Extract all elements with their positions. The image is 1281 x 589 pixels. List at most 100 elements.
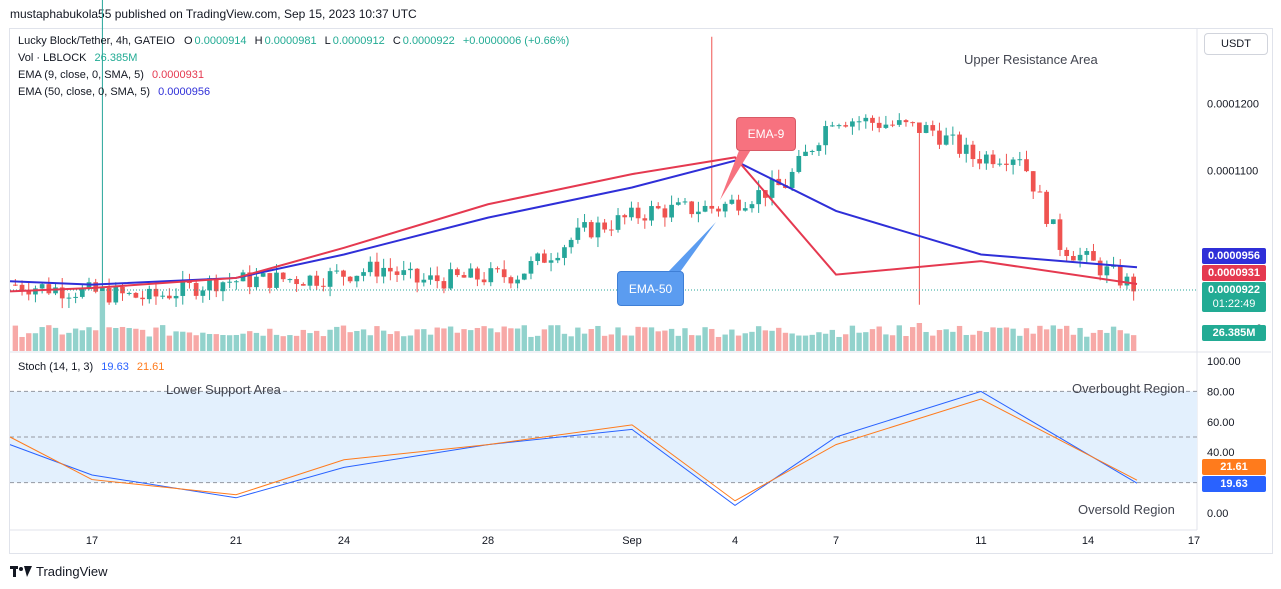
publish-line: mustaphabukola55 published on TradingVie… [10, 7, 417, 21]
volume-bar [32, 333, 39, 351]
candle-body [374, 261, 380, 277]
volume-bar [374, 326, 380, 351]
volume-bar [534, 335, 541, 351]
volume-bar [79, 330, 85, 351]
candle-body [809, 150, 815, 152]
candle-body [13, 284, 18, 286]
candle-body [615, 215, 621, 230]
volume-bar [601, 335, 608, 351]
volume-bar [802, 335, 809, 351]
volume-bar [521, 325, 527, 351]
stoch-tick-label: 40.00 [1207, 447, 1235, 459]
volume-bar [52, 327, 59, 351]
candle-body [923, 125, 929, 133]
candle-body [508, 277, 514, 284]
volume-bar [662, 330, 668, 351]
candle-body [1077, 254, 1083, 261]
candle-body [602, 222, 607, 230]
candle-body [562, 247, 567, 258]
volume-bar [956, 325, 963, 351]
candle-body [441, 281, 447, 289]
lower-support-label: Lower Support Area [166, 382, 281, 397]
ema50-callout-pointer [668, 222, 716, 272]
candle-body [448, 269, 453, 289]
currency-button[interactable]: USDT [1204, 33, 1268, 55]
footer-brand: TradingView [10, 564, 108, 579]
candle-body [321, 285, 326, 287]
candle-body [227, 281, 232, 283]
volume-bar [622, 335, 628, 351]
volume-bar [414, 329, 420, 351]
volume-bar [963, 334, 969, 351]
candle-body [381, 267, 386, 277]
candle-body [213, 278, 219, 292]
volume-price-tag: 26.385M [1202, 325, 1266, 341]
volume-bar [166, 335, 173, 351]
time-tick-label: 7 [833, 535, 839, 547]
volume-bar [829, 329, 835, 351]
volume-bar [427, 334, 434, 351]
candle-body [1004, 163, 1009, 165]
candle-body [1017, 159, 1023, 161]
candle-body [1050, 219, 1056, 224]
volume-bar [293, 335, 300, 351]
volume-bar [923, 331, 929, 351]
volume-bar [796, 335, 802, 351]
candle-body [555, 257, 561, 261]
volume-bar [642, 327, 648, 351]
stoch-tick-label: 80.00 [1207, 386, 1235, 398]
candle-body [495, 268, 500, 270]
volume-bar [347, 332, 353, 351]
candle-body [622, 215, 628, 218]
candle-body [454, 269, 460, 276]
volume-bar [153, 327, 159, 351]
volume-bar [354, 330, 360, 351]
ema9-callout-pointer [720, 148, 752, 200]
volume-bar [220, 335, 226, 351]
candle-body [1111, 265, 1116, 267]
countdown-timer: 01:22:49 [1212, 298, 1256, 310]
candle-body [769, 178, 775, 198]
volume-bar [260, 335, 266, 351]
candle-body [749, 204, 755, 209]
volume-bar [253, 332, 260, 351]
volume-bar [856, 332, 862, 351]
candle-body [140, 297, 145, 300]
candle-body [106, 287, 112, 303]
volume-bar [722, 334, 728, 351]
candle-body [883, 124, 889, 128]
candle-body [1024, 159, 1029, 172]
volume-bar [1010, 328, 1016, 351]
candle-body [675, 202, 681, 205]
candle-body [146, 288, 152, 300]
volume-bar [869, 329, 876, 351]
volume-bar [628, 335, 635, 351]
candle-body [568, 239, 574, 248]
volume-bar [159, 325, 166, 351]
candle-body [1044, 191, 1049, 224]
candle-body [501, 269, 507, 278]
volume-bar [789, 333, 795, 351]
volume-bar [755, 326, 762, 351]
volume-bar [742, 333, 748, 351]
footer-brand-name: TradingView [36, 564, 108, 579]
volume-bar [300, 329, 306, 351]
volume-bar [314, 330, 320, 351]
volume-bar [93, 330, 99, 351]
volume-bar [930, 335, 936, 351]
volume-bar [762, 330, 769, 351]
volume-bar [1077, 327, 1083, 351]
candle-body [943, 135, 949, 145]
candle-body [582, 222, 587, 228]
volume-bar [340, 325, 347, 351]
candle-body [1037, 191, 1043, 193]
volume-bar [200, 332, 206, 351]
volume-bar [936, 330, 943, 351]
candle-body [1104, 266, 1110, 276]
candle-body [608, 229, 614, 231]
candle-body [850, 121, 855, 127]
candle-body [173, 295, 179, 299]
candle-body [207, 278, 212, 291]
candle-body [126, 292, 132, 294]
